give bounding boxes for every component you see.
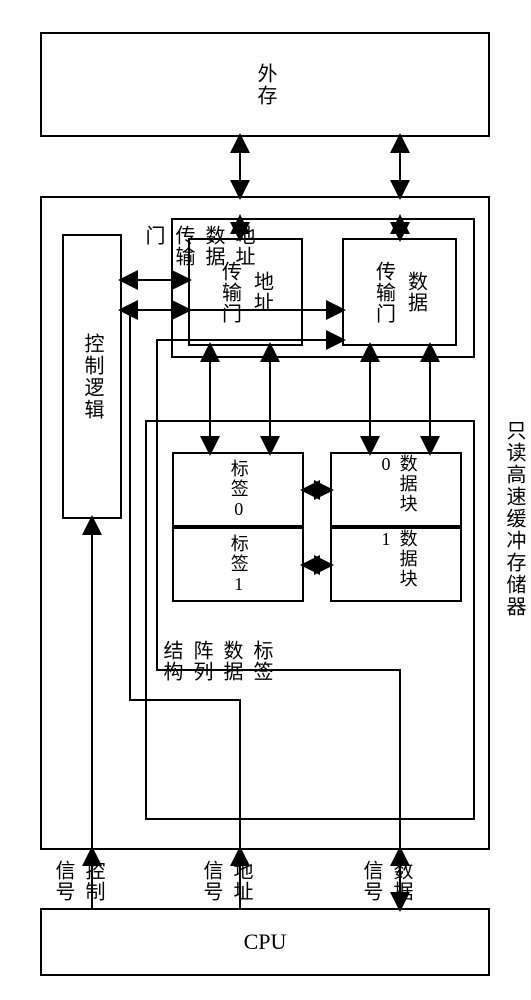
data-gate-label: 数据传输门	[368, 261, 432, 324]
address-gate-label: 地址传输门	[214, 261, 278, 324]
cache-name-label: 只读高速缓冲存储器	[500, 420, 529, 618]
cpu-label: CPU	[244, 929, 287, 955]
addr-signal-label: 地址信号	[196, 860, 256, 902]
tag0-box: 标签0	[172, 452, 304, 527]
data-signal-label: 数据信号	[356, 860, 416, 902]
data1-box: 数据块1	[330, 527, 462, 602]
external-memory-label: 外存	[253, 63, 277, 107]
gate-group-side-label: 地址数据传输门	[138, 225, 258, 267]
tag1-box: 标签1	[172, 527, 304, 602]
control-logic-label: 控制逻辑	[80, 333, 104, 421]
cpu-box: CPU	[40, 908, 490, 976]
data0-label: 数据块0	[374, 454, 417, 525]
array-group-side-label: 标签数据阵列结构	[156, 640, 276, 682]
data1-label: 数据块1	[374, 529, 417, 600]
data0-box: 数据块0	[330, 452, 462, 527]
external-memory-box: 外存	[40, 32, 490, 137]
control-logic-box: 控制逻辑	[62, 234, 122, 519]
ctrl-signal-label: 控制信号	[48, 860, 108, 902]
tag0-label: 标签0	[227, 459, 249, 521]
tag1-label: 标签1	[227, 534, 249, 596]
data-gate-box: 数据传输门	[342, 238, 457, 346]
